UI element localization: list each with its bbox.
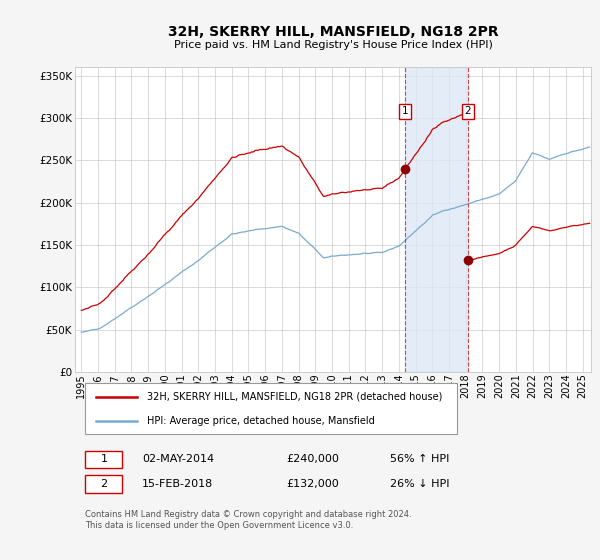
Text: 56% ↑ HPI: 56% ↑ HPI xyxy=(390,455,449,464)
Text: 15-FEB-2018: 15-FEB-2018 xyxy=(142,479,214,489)
Text: 2: 2 xyxy=(464,106,471,116)
Text: 1: 1 xyxy=(402,106,409,116)
FancyBboxPatch shape xyxy=(85,383,457,435)
Text: 2: 2 xyxy=(100,479,107,489)
FancyBboxPatch shape xyxy=(85,475,122,493)
Text: £240,000: £240,000 xyxy=(287,455,340,464)
Text: HPI: Average price, detached house, Mansfield: HPI: Average price, detached house, Mans… xyxy=(147,416,375,426)
Text: 32H, SKERRY HILL, MANSFIELD, NG18 2PR (detached house): 32H, SKERRY HILL, MANSFIELD, NG18 2PR (d… xyxy=(147,391,443,402)
Text: 1: 1 xyxy=(100,455,107,464)
Bar xyxy=(405,67,467,372)
FancyBboxPatch shape xyxy=(85,450,122,469)
Text: Contains HM Land Registry data © Crown copyright and database right 2024.
This d: Contains HM Land Registry data © Crown c… xyxy=(85,510,412,530)
Text: 02-MAY-2014: 02-MAY-2014 xyxy=(142,455,214,464)
Text: Price paid vs. HM Land Registry's House Price Index (HPI): Price paid vs. HM Land Registry's House … xyxy=(173,40,493,50)
Text: 32H, SKERRY HILL, MANSFIELD, NG18 2PR: 32H, SKERRY HILL, MANSFIELD, NG18 2PR xyxy=(167,25,499,39)
Text: £132,000: £132,000 xyxy=(287,479,340,489)
Text: 26% ↓ HPI: 26% ↓ HPI xyxy=(390,479,449,489)
